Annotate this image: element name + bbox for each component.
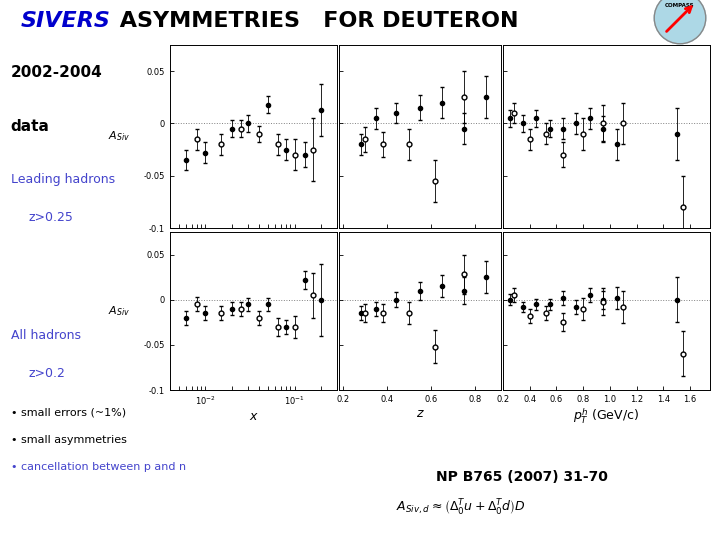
Text: All hadrons: All hadrons xyxy=(11,329,81,342)
X-axis label: $p_T^h$ (GeV/c): $p_T^h$ (GeV/c) xyxy=(573,407,639,426)
Circle shape xyxy=(654,0,706,44)
Text: • small errors (~1%): • small errors (~1%) xyxy=(11,408,126,418)
Y-axis label: $A_{Siv}$: $A_{Siv}$ xyxy=(108,304,130,318)
Text: COMPASS: COMPASS xyxy=(665,3,695,8)
Y-axis label: $A_{Siv}$: $A_{Siv}$ xyxy=(108,130,130,144)
Text: • cancellation between p and n: • cancellation between p and n xyxy=(11,462,186,472)
X-axis label: $z$: $z$ xyxy=(415,407,424,420)
Text: • small asymmetries: • small asymmetries xyxy=(11,435,127,445)
Text: NP B765 (2007) 31-70: NP B765 (2007) 31-70 xyxy=(436,470,608,483)
Text: ASYMMETRIES   FOR DEUTERON: ASYMMETRIES FOR DEUTERON xyxy=(112,11,518,31)
X-axis label: $x$: $x$ xyxy=(248,410,258,423)
Text: Leading hadrons: Leading hadrons xyxy=(11,173,115,186)
Text: 2002-2004: 2002-2004 xyxy=(11,65,102,80)
Text: z>0.2: z>0.2 xyxy=(29,367,66,380)
Text: $A_{Siv,d} \approx \left(\Delta_0^T u + \Delta_0^T d\right) D$: $A_{Siv,d} \approx \left(\Delta_0^T u + … xyxy=(396,498,526,518)
Text: data: data xyxy=(11,119,50,134)
Text: z>0.25: z>0.25 xyxy=(29,211,73,224)
Text: SIVERS: SIVERS xyxy=(20,11,110,31)
